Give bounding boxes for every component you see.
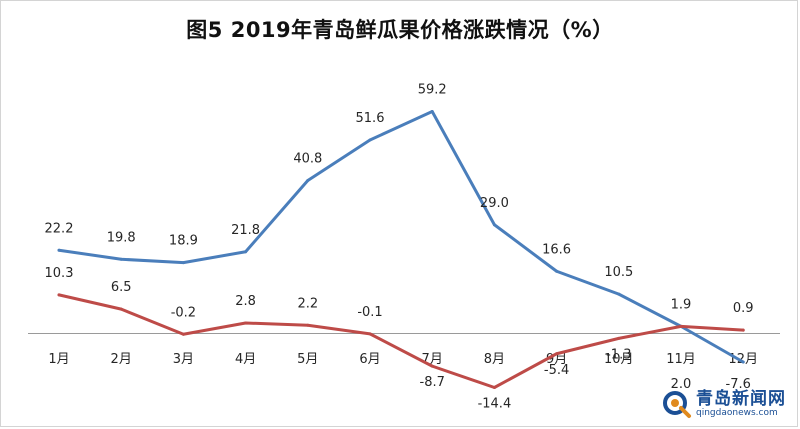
series-1-point [306,179,310,182]
series-1-data-label: 21.8 [231,223,260,238]
series-1-data-label: 51.6 [356,111,385,126]
series-1-data-label: -7.6 [726,377,751,392]
series-2-data-label: -14.4 [478,397,512,412]
series-2-point [181,332,185,336]
series-1-data-label: 2.0 [671,377,692,392]
series-2-point [306,323,310,327]
series-1-point [368,138,372,142]
series-1-data-label: 19.8 [107,230,136,245]
series-1-point [617,292,621,296]
x-tick-label: 6月 [359,352,380,367]
series-2-point [57,293,61,297]
watermark: 青岛新闻网 qingdaonews.com [662,389,786,419]
series-1-data-label: 16.6 [542,242,571,257]
watermark-logo-icon [663,391,691,418]
series-1-point [181,261,185,265]
series-2-data-label: -5.4 [544,363,569,378]
series-2-point [617,336,621,340]
series-1-line [57,110,745,364]
series-1-point [555,269,559,273]
series-2-point [368,332,372,336]
x-tick-label: 5月 [297,352,318,367]
x-tick-label: 8月 [484,352,505,367]
x-tick-label: 3月 [173,352,194,367]
series-1-data-label: 10.5 [604,265,633,280]
watermark-name: 青岛新闻网 [696,388,786,409]
series-2-point [244,321,248,325]
series-1-point [119,257,123,261]
series-2-data-label: 2.8 [235,294,256,309]
series-1-point [492,223,496,227]
series-1-data-label: 40.8 [293,152,322,167]
series-2-data-label: 6.5 [111,280,132,295]
series-2-data-label: -1.3 [606,347,631,362]
series-1-data-label: 18.9 [169,234,198,249]
series-1-data-label: 29.0 [480,196,509,211]
series-2-data-label: -8.7 [420,375,445,390]
series-2-point [430,364,434,368]
watermark-url: qingdaonews.com [696,407,778,418]
series-2-data-label: 2.2 [297,296,318,311]
series-1-point [741,360,745,364]
series-2-data-label: -0.1 [357,305,382,320]
series-1-data-label: 22.2 [45,221,74,236]
x-tick-label: 1月 [48,352,69,367]
series-2-data-label: 10.3 [45,266,74,281]
series-2-point [119,307,123,311]
series-2-data-label: 0.9 [733,301,754,316]
series-2-point [492,386,496,389]
series-2-point [679,324,683,328]
series-1-point [430,110,434,113]
series-2-line [57,293,745,389]
chart-title: 图5 2019年青岛鲜瓜果价格涨跌情况（%） [186,18,614,42]
series-2-data-label: -0.2 [171,305,196,320]
series-2-data-label: 1.9 [671,297,692,312]
series-1-data-label: 59.2 [418,83,447,98]
x-tick-label: 2月 [111,352,132,367]
series-1-point [57,248,61,252]
x-tick-label: 12月 [728,352,758,367]
x-tick-label: 11月 [666,352,696,367]
series-2-point [555,352,559,356]
x-tick-label: 4月 [235,352,256,367]
x-tick-label: 10月 [604,352,634,367]
series-1-point [244,250,248,254]
series-2-point [741,328,745,332]
